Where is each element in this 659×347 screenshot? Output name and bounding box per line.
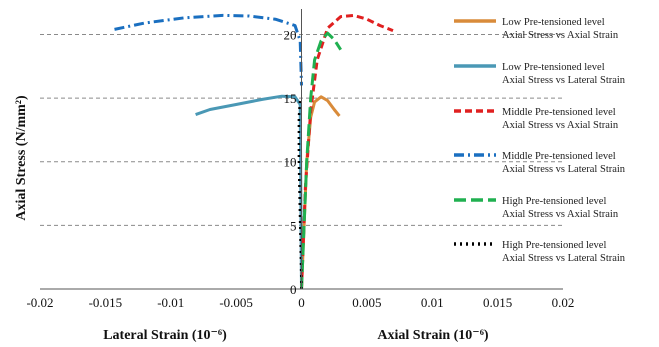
y-tick-label: 15 (284, 91, 297, 106)
x-axis-title-right: Axial Strain (10⁻⁶) (377, 328, 488, 343)
y-tick-label: 10 (284, 155, 297, 170)
x-tick-label: 0 (298, 295, 305, 310)
x-axis-title-left: Lateral Strain (10⁻⁶) (103, 328, 227, 343)
y-tick-label: 0 (290, 282, 297, 297)
y-axis-title: Axial Stress (N/mm²) (14, 95, 29, 221)
legend: Low Pre-tensioned level Axial Stress vs A… (454, 17, 626, 264)
x-tick-label: 0.005 (352, 295, 381, 310)
x-tick-label: -0.02 (26, 295, 53, 310)
legend-label-line2: Axial Stress vs Axial Strain (502, 30, 619, 41)
x-tick-label: -0.015 (89, 295, 123, 310)
x-tick-label: 0.01 (421, 295, 444, 310)
series-lines (114, 13, 394, 290)
y-tick-label: 20 (284, 27, 297, 42)
legend-label-line2: Axial Stress vs Lateral Strain (502, 164, 626, 175)
legend-label-line2: Axial Stress vs Axial Strain (502, 209, 619, 220)
y-tick-label: 5 (290, 218, 297, 233)
series-line-high (300, 31, 342, 290)
x-tick-label: 0.02 (552, 295, 575, 310)
legend-label-line2: Axial Stress vs Axial Strain (502, 120, 619, 131)
x-tick-label: -0.005 (219, 295, 253, 310)
legend-label-line1: Middle Pre-tensioned level (502, 107, 616, 118)
x-tick-label: 0.015 (483, 295, 512, 310)
x-tick-labels: -0.02 -0.015 -0.01 -0.005 0 0.005 0.01 0.015 0.0… (26, 295, 574, 310)
legend-label-line1: High Pre-tensioned level (502, 196, 606, 207)
legend-label-line1: Low Pre-tensioned level (502, 62, 605, 73)
series-line-high-lateral (297, 98, 303, 290)
x-tick-label: -0.01 (157, 295, 184, 310)
series-line-middle (300, 13, 394, 290)
legend-label-line2: Axial Stress vs Lateral Strain (502, 253, 626, 264)
series-line-middle-lateral (114, 13, 303, 86)
y-tick-labels: 0 5 10 15 20 (284, 27, 297, 297)
legend-label-line2: Axial Stress vs Lateral Strain (502, 75, 626, 86)
series-line-low-lateral (195, 94, 303, 290)
legend-label-line1: Middle Pre-tensioned level (502, 151, 616, 162)
series-line-low (300, 95, 341, 290)
axes (40, 9, 563, 290)
legend-label-line1: Low Pre-tensioned level (502, 17, 605, 28)
legend-label-line1: High Pre-tensioned level (502, 240, 606, 251)
